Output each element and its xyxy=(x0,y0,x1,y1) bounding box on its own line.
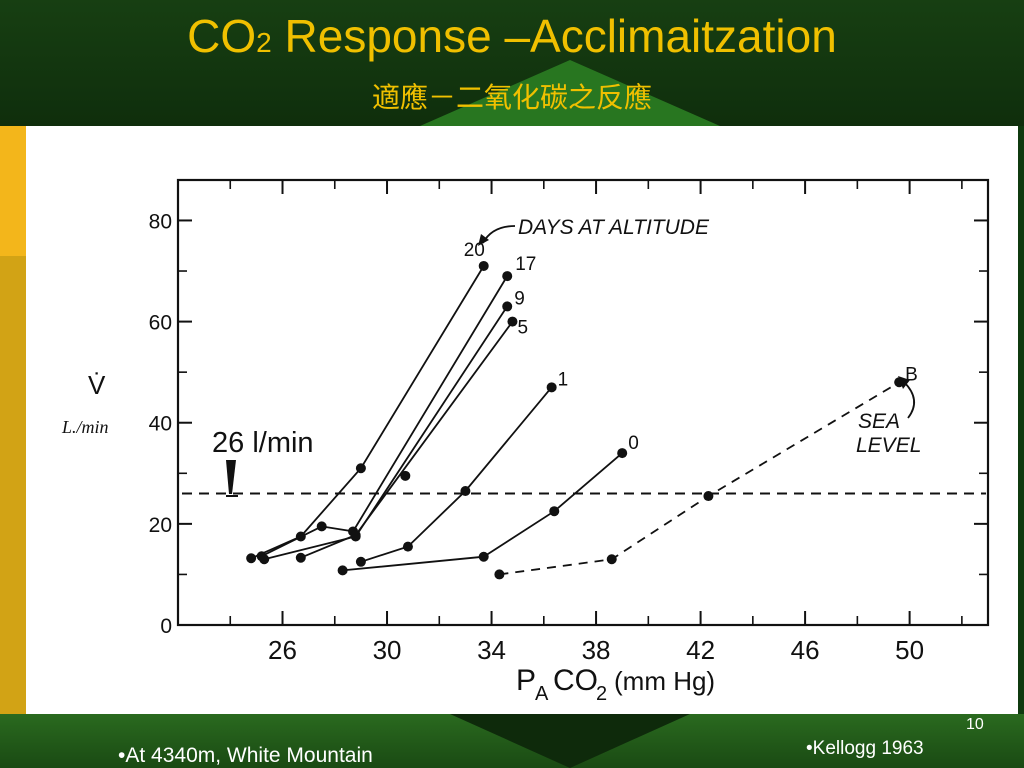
series-point-1 xyxy=(546,382,557,393)
series-point-1 xyxy=(460,485,471,496)
series-point-5 xyxy=(295,552,306,563)
reference-marker-arrow xyxy=(226,460,236,494)
x-axis-label-sub-a: A xyxy=(535,683,549,705)
x-tick-label: 50 xyxy=(895,635,924,665)
series-label-9: 9 xyxy=(514,288,525,309)
series-label-17: 17 xyxy=(515,254,536,275)
x-tick-label: 34 xyxy=(477,635,506,665)
x-tick-label: 46 xyxy=(791,635,820,665)
series-point-5 xyxy=(350,529,361,540)
title-triangle-decoration xyxy=(420,60,720,126)
series-line-17 xyxy=(261,275,508,558)
chart-panel xyxy=(26,126,1018,714)
y-tick-label: 60 xyxy=(149,312,172,335)
series-point-20 xyxy=(355,463,366,474)
x-axis-label-co: CO xyxy=(553,664,598,697)
series-point-17 xyxy=(316,521,327,532)
footer-triangle-decoration xyxy=(450,714,690,768)
sea-level-label-2: LEVEL xyxy=(856,434,921,457)
series-line-0 xyxy=(342,452,623,572)
slide-subtitle: 適應－二氧化碳之反應 xyxy=(371,81,652,114)
series-label-5: 5 xyxy=(517,318,528,339)
x-tick-label: 38 xyxy=(582,635,611,665)
series-point-B xyxy=(703,491,714,502)
y-tick-label: 20 xyxy=(149,514,172,537)
sea-level-label-1: SEA xyxy=(858,410,900,433)
title-subscript: 2 xyxy=(256,27,272,58)
series-point-20 xyxy=(478,260,489,271)
series-label-20: 20 xyxy=(464,240,485,261)
sea-level-arrow xyxy=(903,381,915,419)
sea-level-arrowhead xyxy=(898,376,910,389)
series-point-0 xyxy=(337,565,348,576)
days-at-altitude-label: DAYS AT ALTITUDE xyxy=(518,216,710,239)
series-label-1: 1 xyxy=(558,369,569,390)
x-tick-label: 42 xyxy=(686,635,715,665)
series-point-0 xyxy=(549,506,560,517)
footer-citation: •Kellogg 1963 xyxy=(806,738,924,759)
series-label-0: 0 xyxy=(628,433,639,454)
y-axis-symbol: V̇ xyxy=(88,370,106,400)
series-line-5 xyxy=(300,321,514,559)
series-line-20 xyxy=(250,265,485,560)
days-arrowhead xyxy=(478,234,489,246)
reference-line-label: 26 l/min xyxy=(212,427,314,459)
page-number: 10 xyxy=(966,716,984,733)
series-point-9 xyxy=(502,301,513,312)
extra-point xyxy=(400,470,411,481)
y-tick-label: 0 xyxy=(160,615,172,638)
x-axis-label-unit: (mm Hg) xyxy=(614,666,715,696)
plot-frame xyxy=(176,178,990,627)
series-line-1 xyxy=(360,386,553,563)
series-line-B xyxy=(499,381,900,576)
series-point-20 xyxy=(246,553,257,564)
series-point-1 xyxy=(402,541,413,552)
series-point-9 xyxy=(259,554,270,565)
series-point-1 xyxy=(355,556,366,567)
series-point-B xyxy=(606,554,617,565)
title-rest: Response –Acclimaitzation xyxy=(271,10,837,62)
x-axis-label-sub-2: 2 xyxy=(596,683,607,705)
y-tick-label: 40 xyxy=(149,413,172,436)
slide-title: CO2 Response –Acclimaitzation xyxy=(0,10,1024,69)
x-tick-label: 26 xyxy=(268,635,297,665)
footer-location: •At 4340m, White Mountain xyxy=(118,744,373,767)
x-tick-label: 30 xyxy=(373,635,402,665)
y-tick-label: 80 xyxy=(149,210,172,233)
series-point-B xyxy=(494,569,505,580)
series-point-0 xyxy=(617,448,628,459)
series-point-5 xyxy=(507,316,518,327)
title-co: CO xyxy=(187,10,257,62)
series-point-17 xyxy=(502,271,513,282)
series-point-0 xyxy=(478,551,489,562)
x-axis-label-p: P xyxy=(516,664,536,697)
y-axis-label: L./min xyxy=(61,417,109,437)
